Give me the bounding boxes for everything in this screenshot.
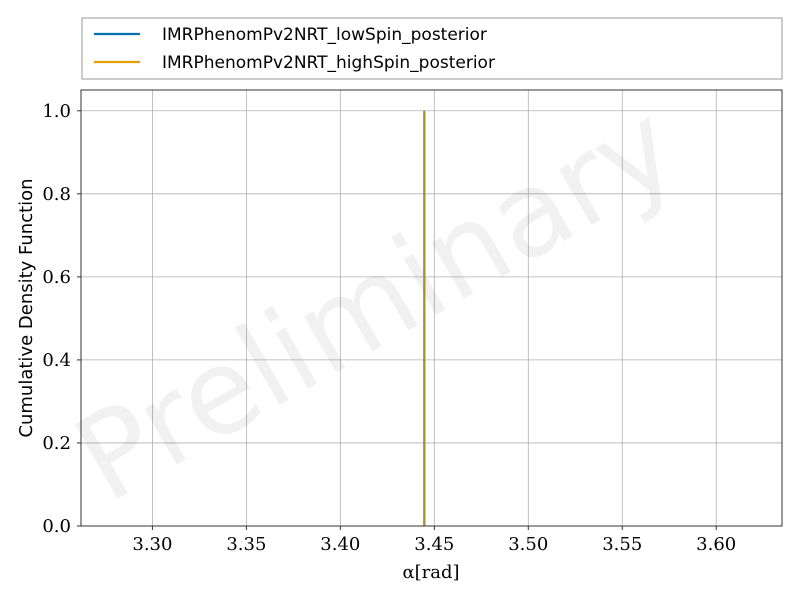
x-tick-label: 3.30 [132,534,172,555]
legend-box [81,17,783,80]
y-tick-label: 0.4 [42,350,71,371]
plot-area: Preliminary 3.30 3.35 3.40 3.45 3.50 3.55 3.60… [42,76,783,555]
legend-label-highspin: IMRPhenomPv2NRT_highSpin_posterior [162,53,495,73]
x-tick-label: 3.40 [320,534,360,555]
y-tick-label: 0.0 [42,516,71,537]
y-tick-label: 1.0 [42,101,71,122]
y-tick-label: 0.6 [42,267,71,288]
ticks: 3.30 3.35 3.40 3.45 3.50 3.55 3.60 0.0 0.2 0.4 0.6… [42,101,736,555]
x-axis-label: α[rad] [402,562,459,583]
legend: IMRPhenomPv2NRT_lowSpin_posterior IMRPhe… [81,17,783,80]
x-tick-label: 3.35 [226,534,266,555]
plot-border [80,89,783,527]
x-tick-label: 3.45 [414,534,454,555]
x-tick-label: 3.55 [602,534,642,555]
plot-frame [81,90,782,526]
y-tick-label: 0.8 [42,184,71,205]
y-tick-label: 0.2 [42,433,71,454]
x-tick-label: 3.50 [508,534,548,555]
x-tick-label: 3.60 [696,534,736,555]
y-axis-label: Cumulative Density Function [16,178,37,437]
legend-label-lowspin: IMRPhenomPv2NRT_lowSpin_posterior [162,25,487,45]
